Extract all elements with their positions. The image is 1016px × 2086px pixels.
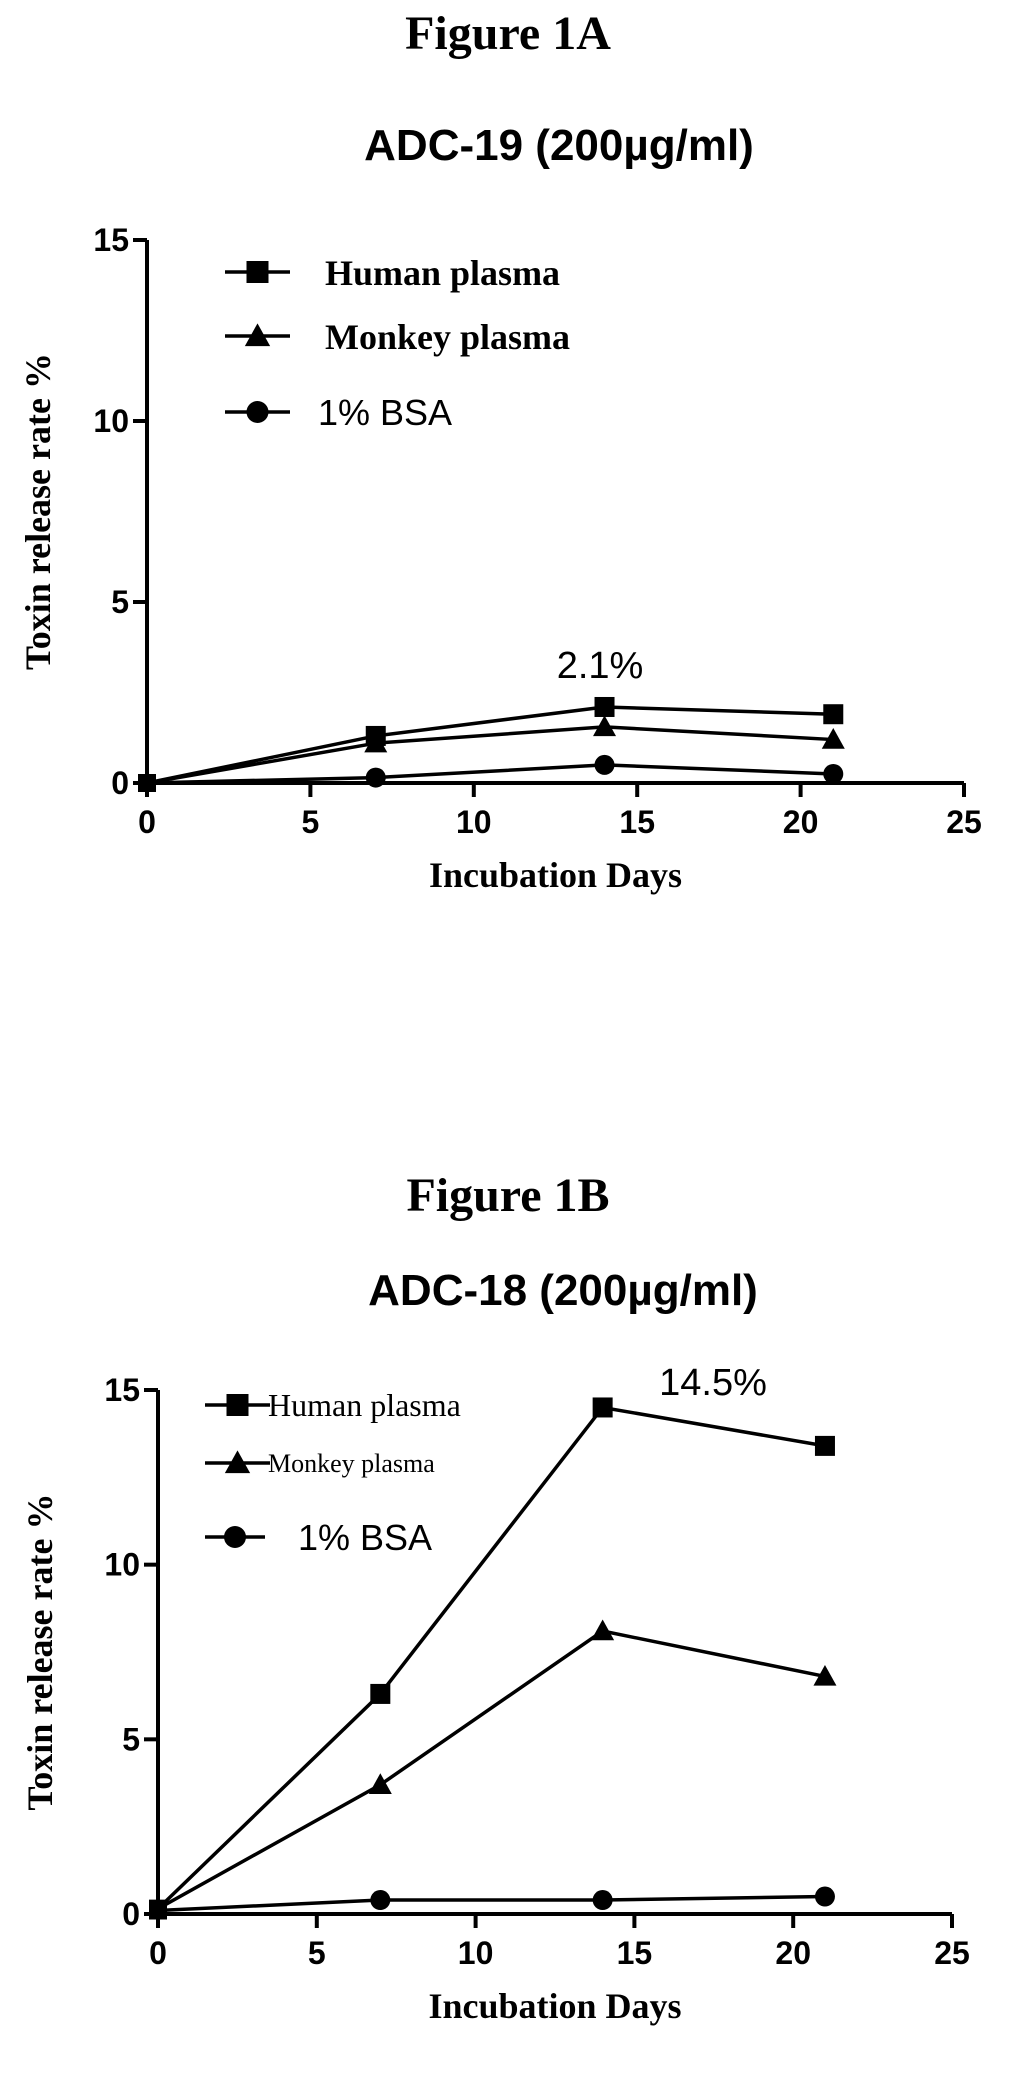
chart-title: ADC-19 (200µg/ml) (364, 121, 754, 170)
x-tick-label: 0 (149, 1935, 167, 1971)
legend-label: Monkey plasma (268, 1449, 435, 1478)
legend-marker-circle (246, 401, 269, 423)
legend-label: Human plasma (325, 253, 560, 293)
x-tick-label: 25 (946, 804, 982, 840)
data-point-circle (814, 1886, 835, 1907)
figure-1a-label: Figure 1A (405, 7, 611, 60)
y-axis-label: Toxin release rate % (18, 353, 58, 670)
series-line-triangle (157, 1629, 826, 1911)
y-tick-label: 10 (104, 1547, 140, 1583)
data-point-square (814, 1435, 835, 1456)
chart-1b: ADC-18 (200µg/ml) 0 5 10 15 0 5 10 15 20 25 Incubat… (20, 1266, 970, 2026)
x-tick-label: 10 (456, 804, 492, 840)
legend-marker-triangle (244, 323, 271, 347)
series-line-square (156, 1405, 826, 1911)
x-tick-label: 20 (783, 804, 819, 840)
legend-label: 1% BSA (298, 1517, 432, 1558)
data-point-circle (594, 754, 615, 775)
series-line-square (146, 705, 834, 785)
y-tick-label: 15 (104, 1372, 140, 1408)
data-point-square (592, 1397, 613, 1418)
legend-marker-square (226, 1394, 249, 1416)
data-point-square (370, 1683, 391, 1704)
data-point-circle (592, 1890, 613, 1911)
chart-title: ADC-18 (200µg/ml) (368, 1266, 758, 1315)
data-point-circle (149, 1901, 167, 1920)
x-tick-label: 25 (934, 1935, 970, 1971)
data-point-triangle (813, 1664, 837, 1686)
y-tick-label: 5 (122, 1721, 140, 1757)
data-point-triangle (364, 731, 388, 753)
x-tick-label: 15 (619, 804, 655, 840)
peak-annotation: 2.1% (557, 645, 644, 687)
data-point-triangle (593, 715, 617, 737)
x-tick-label: 5 (308, 1935, 326, 1971)
x-tick-label: 10 (458, 1935, 494, 1971)
legend-marker-square (246, 261, 269, 283)
data-point-circle (823, 763, 844, 784)
series-line-circle (157, 1894, 825, 1913)
y-axis-label: Toxin release rate % (20, 1494, 60, 1811)
x-tick-label: 20 (775, 1935, 811, 1971)
legend-marker-circle (224, 1526, 246, 1548)
legend-label: 1% BSA (318, 392, 452, 433)
data-point-square (823, 704, 844, 725)
data-point-circle (138, 774, 156, 792)
x-tick-label: 5 (302, 804, 320, 840)
data-point-circle (365, 767, 386, 788)
data-point-triangle (368, 1773, 392, 1794)
chart-1a: ADC-19 (200µg/ml) 0 5 10 15 0 5 10 15 20 25 Incubat… (18, 121, 982, 895)
legend-marker-triangle (224, 1450, 251, 1474)
series-line-triangle (146, 725, 834, 785)
y-tick-label: 0 (111, 765, 129, 801)
legend-label: Human plasma (268, 1387, 461, 1423)
y-tick-label: 0 (122, 1896, 140, 1932)
y-tick-label: 10 (93, 403, 129, 439)
legend-label: Monkey plasma (325, 317, 570, 357)
peak-annotation: 14.5% (659, 1362, 767, 1404)
figure-1b-label: Figure 1B (406, 1169, 610, 1222)
x-axis-label: Incubation Days (428, 1986, 681, 2026)
x-tick-label: 15 (617, 1935, 653, 1971)
y-tick-label: 5 (111, 584, 129, 620)
data-point-triangle (821, 728, 845, 749)
x-axis-label: Incubation Days (429, 855, 682, 895)
y-tick-label: 15 (93, 222, 129, 258)
data-point-square (594, 696, 615, 717)
data-point-triangle (591, 1619, 615, 1641)
series-line-circle (146, 763, 834, 785)
x-tick-label: 0 (138, 804, 156, 840)
data-point-circle (370, 1890, 391, 1911)
